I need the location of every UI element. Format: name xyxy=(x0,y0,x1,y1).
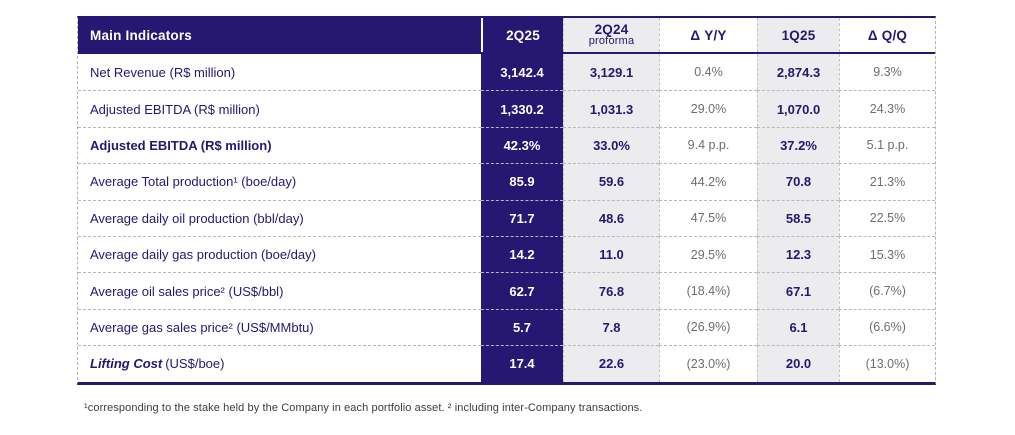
column-header-label: Δ Y/Y xyxy=(690,27,727,43)
value-cell: 9.4 p.p. xyxy=(659,126,757,164)
row-label: Adjusted EBITDA (R$ million) xyxy=(78,90,481,127)
value-cell: 24.3% xyxy=(839,90,935,127)
indicators-table: Main Indicators 2Q25 2Q24 proforma Δ Y/Y… xyxy=(77,16,936,385)
value-cell: 5.1 p.p. xyxy=(839,126,935,164)
value-cell: 47.5% xyxy=(659,199,757,236)
value-cell: 22.5% xyxy=(839,199,935,236)
value-cell: 20.0 xyxy=(757,345,839,382)
value-cell: 3,142.4 xyxy=(481,54,563,91)
row-label: Average Total production¹ (boe/day) xyxy=(78,163,481,200)
value-cell: 59.6 xyxy=(563,163,659,200)
value-cell: 67.1 xyxy=(757,272,839,309)
table-row: Net Revenue (R$ million) 3,142.4 3,129.1 0.… xyxy=(78,54,935,91)
value-cell: (26.9%) xyxy=(659,308,757,346)
value-cell: 22.6 xyxy=(563,345,659,382)
row-label-emphasis: Lifting Cost xyxy=(90,356,163,372)
value-cell: 37.2% xyxy=(757,126,839,164)
footnote: ¹corresponding to the stake held by the … xyxy=(84,402,643,414)
value-cell: 11.0 xyxy=(563,235,659,273)
table-row: Average daily oil production (bbl/day) 71… xyxy=(78,199,935,236)
column-header-delta-yoy: Δ Y/Y xyxy=(659,18,757,52)
table-row: Adjusted EBITDA (R$ million) 42.3% 33.0% 9.… xyxy=(78,126,935,164)
value-cell: (13.0%) xyxy=(839,345,935,382)
value-cell: 1,330.2 xyxy=(481,90,563,127)
value-cell: (6.7%) xyxy=(839,272,935,309)
column-header-2q25: 2Q25 xyxy=(481,18,563,52)
value-cell: 29.5% xyxy=(659,235,757,273)
value-cell: 5.7 xyxy=(481,308,563,346)
row-label: Average oil sales price² (US$/bbl) xyxy=(78,272,481,309)
table-row: Average daily gas production (boe/day) 14… xyxy=(78,235,935,273)
value-cell: 6.1 xyxy=(757,308,839,346)
value-cell: 12.3 xyxy=(757,235,839,273)
value-cell: (6.6%) xyxy=(839,308,935,346)
table-row: Average oil sales price² (US$/bbl) 62.7 76… xyxy=(78,272,935,309)
value-cell: (18.4%) xyxy=(659,272,757,309)
value-cell: 58.5 xyxy=(757,199,839,236)
value-cell: 76.8 xyxy=(563,272,659,309)
value-cell: 14.2 xyxy=(481,235,563,273)
value-cell: 17.4 xyxy=(481,345,563,382)
row-label: Adjusted EBITDA (R$ million) xyxy=(78,126,481,164)
value-cell: 70.8 xyxy=(757,163,839,200)
row-label: Lifting Cost (US$/boe) xyxy=(78,345,481,382)
table-row: Lifting Cost (US$/boe) 17.4 22.6 (23.0%) 20.… xyxy=(78,345,935,382)
value-cell: 2,874.3 xyxy=(757,54,839,91)
table-row: Adjusted EBITDA (R$ million) 1,330.2 1,031… xyxy=(78,90,935,127)
value-cell: 62.7 xyxy=(481,272,563,309)
value-cell: 9.3% xyxy=(839,54,935,91)
value-cell: 71.7 xyxy=(481,199,563,236)
column-header-label: 1Q25 xyxy=(781,27,816,43)
value-cell: 0.4% xyxy=(659,54,757,91)
table-body: Net Revenue (R$ million) 3,142.4 3,129.1 0.… xyxy=(78,54,935,382)
table-row: Average Total production¹ (boe/day) 85.9 5… xyxy=(78,163,935,200)
value-cell: 42.3% xyxy=(481,126,563,164)
table-header: Main Indicators 2Q25 2Q24 proforma Δ Y/Y… xyxy=(78,18,935,54)
value-cell: (23.0%) xyxy=(659,345,757,382)
row-label: Average daily gas production (boe/day) xyxy=(78,235,481,273)
value-cell: 48.6 xyxy=(563,199,659,236)
value-cell: 3,129.1 xyxy=(563,54,659,91)
row-label: Average daily oil production (bbl/day) xyxy=(78,199,481,236)
value-cell: 85.9 xyxy=(481,163,563,200)
value-cell: 44.2% xyxy=(659,163,757,200)
column-header-1q25: 1Q25 xyxy=(757,18,839,52)
row-label: Net Revenue (R$ million) xyxy=(78,54,481,91)
row-label: Average gas sales price² (US$/MMbtu) xyxy=(78,308,481,346)
value-cell: 21.3% xyxy=(839,163,935,200)
value-cell: 7.8 xyxy=(563,308,659,346)
table-row: Average gas sales price² (US$/MMbtu) 5.7 7… xyxy=(78,308,935,346)
value-cell: 1,070.0 xyxy=(757,90,839,127)
column-header-sublabel: proforma xyxy=(588,34,635,47)
column-header-label: Δ Q/Q xyxy=(867,27,908,43)
column-header-delta-qoq: Δ Q/Q xyxy=(839,18,935,52)
table-header-main-label: Main Indicators xyxy=(90,27,193,43)
value-cell: 29.0% xyxy=(659,90,757,127)
value-cell: 1,031.3 xyxy=(563,90,659,127)
column-header-2q24-proforma: 2Q24 proforma xyxy=(563,18,659,52)
value-cell: 15.3% xyxy=(839,235,935,273)
column-header-label: 2Q25 xyxy=(506,27,540,43)
table-header-main: Main Indicators xyxy=(78,18,481,52)
column-header-label: 2Q24 xyxy=(594,21,629,37)
value-cell: 33.0% xyxy=(563,126,659,164)
